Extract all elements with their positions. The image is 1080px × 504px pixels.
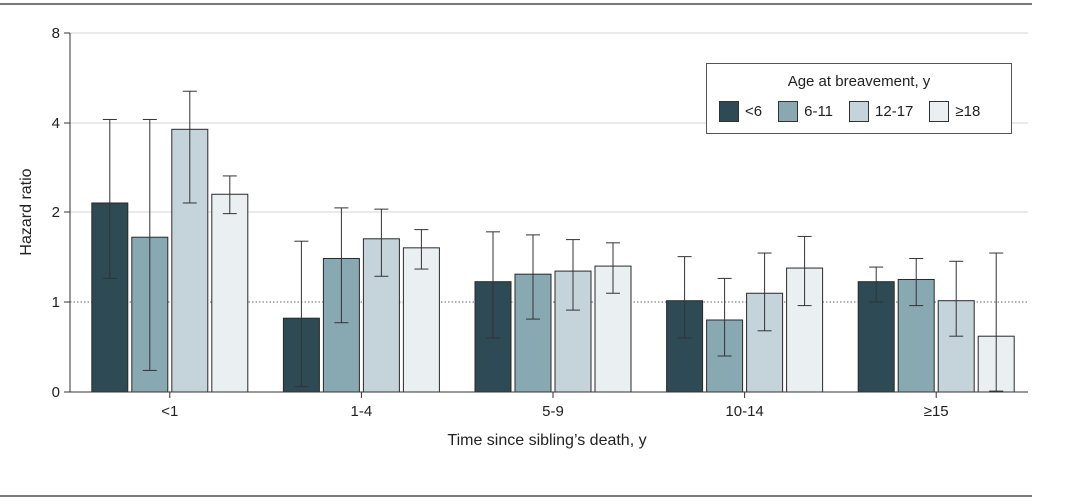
legend-item: ≥18 (929, 101, 986, 122)
legend-label: <6 (745, 103, 763, 120)
bars (91, 90, 1015, 393)
legend-swatch (929, 101, 950, 122)
x-tick-label: ≥15 (924, 403, 949, 420)
legend-swatch (849, 101, 870, 122)
bar (211, 193, 249, 393)
bar (402, 247, 440, 393)
x-tick-label: 10-14 (725, 403, 763, 420)
legend-item: <6 (719, 101, 768, 122)
top-rule (0, 3, 1032, 5)
y-axis-title: Hazard ratio (18, 168, 35, 255)
legend-item: 6-11 (778, 101, 839, 122)
x-tick-label: 5-9 (542, 403, 564, 420)
y-tick-label: 4 (52, 115, 60, 132)
legend-items: <6 6-11 12-17 ≥18 (719, 101, 986, 122)
legend-swatch (719, 101, 739, 122)
legend-item: 12-17 (849, 101, 919, 122)
x-tick-label: 1-4 (351, 403, 373, 420)
bottom-rule (0, 495, 1032, 497)
axes: 0 1 2 4 8 <1 1-4 5-9 10-14 ≥15 (52, 25, 1028, 420)
y-tick-label: 8 (52, 25, 60, 42)
y-tick-label: 0 (52, 384, 60, 401)
legend-swatch (778, 101, 799, 122)
legend-title: Age at breavement, y (787, 73, 931, 90)
x-axis-title: Time since sibling’s death, y (447, 432, 646, 449)
x-tick-label: <1 (161, 403, 178, 420)
y-tick-label: 2 (52, 204, 60, 221)
legend: Age at breavement, y <6 6-11 12-17 ≥18 (706, 63, 1012, 134)
y-tick-label: 1 (52, 294, 60, 311)
legend-label: 12-17 (875, 103, 914, 120)
legend-label: 6-11 (804, 103, 834, 120)
legend-label: ≥18 (955, 103, 981, 120)
